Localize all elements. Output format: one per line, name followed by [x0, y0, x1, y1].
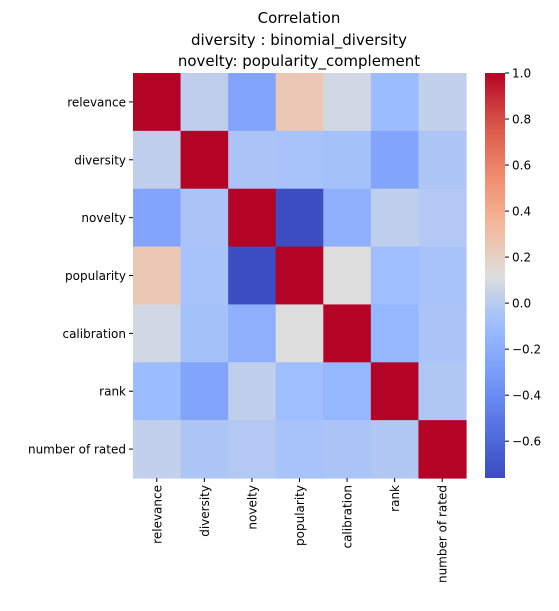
heatmap-cell: [180, 304, 229, 363]
heatmap-cell: [133, 420, 182, 479]
column-tick-label: rank: [388, 485, 402, 512]
heatmap-cell: [275, 420, 324, 479]
row-tick-label: rank: [99, 385, 126, 399]
colorbar-tick-label: 1.0: [512, 67, 531, 81]
heatmap-cell: [370, 188, 420, 248]
colorbar-tick-label: −0.6: [512, 435, 541, 449]
heatmap-cell: [133, 304, 182, 363]
colorbar-tick-label: 0.0: [512, 297, 531, 311]
heatmap-cell: [180, 246, 229, 306]
heatmap-cell: [133, 73, 182, 132]
heatmap-cell: [275, 73, 324, 132]
colorbar-tick-label: 0.2: [512, 251, 531, 265]
row-tick-label: relevance: [67, 95, 126, 109]
column-tick-label: popularity: [293, 485, 307, 546]
colorbar-tick-label: 0.4: [512, 205, 531, 219]
row-tick-label: novelty: [81, 211, 126, 225]
heatmap-cell: [180, 130, 229, 190]
heatmap-cell: [370, 246, 420, 306]
heatmap-cell: [323, 304, 372, 363]
heatmap-cell: [275, 304, 324, 363]
heatmap-cells: [133, 73, 467, 479]
heatmap-cell: [418, 188, 467, 248]
column-tick-label: diversity: [198, 485, 212, 537]
column-tick-label: novelty: [245, 485, 259, 530]
row-tick-label: number of rated: [28, 443, 126, 457]
heatmap-cell: [180, 420, 229, 479]
heatmap-cell: [418, 304, 467, 363]
heatmap-cell: [275, 246, 324, 306]
heatmap-cell: [370, 362, 420, 421]
column-tick-label: relevance: [150, 485, 164, 544]
heatmap-cell: [133, 246, 182, 306]
heatmap-cell: [418, 73, 467, 132]
column-tick-labels: relevance diversity novelty popularity calib…: [150, 478, 450, 583]
heatmap-cell: [370, 420, 420, 479]
row-tick-labels: relevance diversity novelty popularity calib…: [28, 95, 133, 457]
row-tick-label: calibration: [62, 327, 126, 341]
heatmap-cell: [418, 362, 467, 421]
heatmap-cell: [228, 304, 277, 363]
column-tick-label: number of rated: [436, 485, 450, 583]
colorbar-tick-label: −0.2: [512, 343, 541, 357]
heatmap-cell: [133, 188, 182, 248]
chart-title: Correlation diversity : binomial_diversi…: [178, 9, 420, 71]
heatmap-cell: [228, 130, 277, 190]
colorbar-tick-label: 0.6: [512, 159, 531, 173]
row-tick-label: diversity: [74, 153, 126, 167]
heatmap-cell: [133, 130, 182, 190]
chart-title-line-3: novelty: popularity_complement: [178, 52, 420, 71]
heatmap-cell: [180, 73, 229, 132]
heatmap-cell: [418, 246, 467, 306]
heatmap-cell: [323, 362, 372, 421]
heatmap-cell: [228, 188, 277, 248]
heatmap-cell: [180, 362, 229, 421]
heatmap-cell: [323, 188, 372, 248]
chart-title-line-1: Correlation: [258, 9, 341, 27]
heatmap-cell: [275, 188, 324, 248]
heatmap-cell: [370, 130, 420, 190]
heatmap-cell: [370, 304, 420, 363]
column-tick-label: calibration: [341, 485, 355, 549]
heatmap-cell: [228, 420, 277, 479]
colorbar-tick-label: 0.8: [512, 113, 531, 127]
heatmap-cell: [228, 362, 277, 421]
heatmap-cell: [418, 420, 467, 479]
colorbar-ticks: 1.0 0.8 0.6 0.4 0.2 0.0 −0.2 −0.4 −0.6: [505, 67, 541, 449]
colorbar-tick-label: −0.4: [512, 389, 541, 403]
chart-title-line-2: diversity : binomial_diversity: [191, 31, 407, 50]
heatmap-cell: [370, 73, 420, 132]
heatmap-cell: [133, 362, 182, 421]
heatmap-cell: [228, 73, 277, 132]
heatmap-cell: [323, 246, 372, 306]
row-tick-label: popularity: [65, 269, 126, 283]
heatmap-cell: [228, 246, 277, 306]
colorbar: [485, 73, 505, 478]
heatmap-cell: [323, 420, 372, 479]
heatmap-cell: [275, 362, 324, 421]
heatmap-cell: [275, 130, 324, 190]
heatmap-cell: [323, 73, 372, 132]
heatmap-cell: [323, 130, 372, 190]
heatmap-cell: [180, 188, 229, 248]
heatmap-cell: [418, 130, 467, 190]
